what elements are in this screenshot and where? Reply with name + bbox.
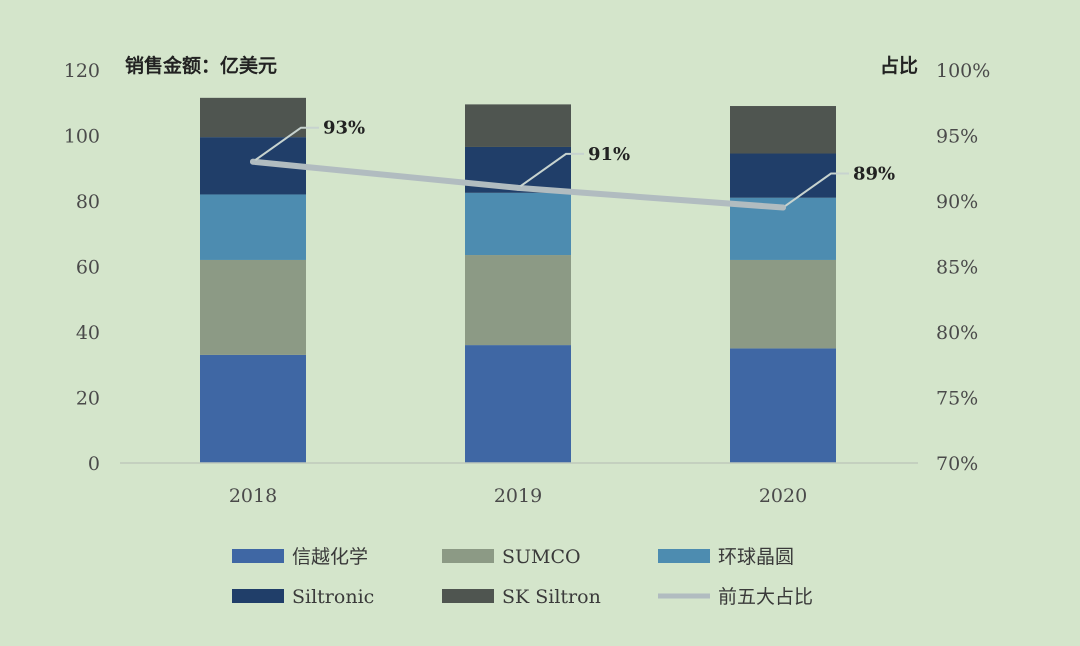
y2-tick-label: 80% [936,322,978,344]
y2-tick-label: 95% [936,126,978,148]
y-tick-label: 40 [76,322,100,344]
share-point [780,204,786,211]
legend: 信越化学 SUMCO 环球晶圆 Siltronic SK Siltron 前五大占比 [232,546,813,608]
share-value-label: 91% [588,144,630,165]
legend-swatch [232,589,284,603]
legend-label: SK Siltron [502,586,601,608]
x-tick-label: 2020 [759,485,807,507]
y2-axis-ticks: 70% 75% 80% 85% 90% 95% 100% [936,60,990,475]
bar-2019-series-0 [465,345,571,463]
bar-2018-series-1 [200,259,306,355]
bars-group [200,97,836,463]
bar-2019-series-4 [465,104,571,147]
y-tick-label: 100 [64,126,100,148]
y2-tick-label: 100% [936,60,990,82]
x-axis-ticks: 2018 2019 2020 [229,485,807,507]
share-leader-line [782,172,849,209]
bar-2018-series-2 [200,194,306,260]
y2-tick-label: 75% [936,388,978,410]
y-tick-label: 80 [76,191,100,213]
share-point [250,158,256,165]
share-leader-line [252,126,319,163]
y-tick-label: 60 [76,257,100,279]
bar-2018-series-0 [200,354,306,463]
right-axis-title: 占比 [880,54,918,77]
y-tick-label: 120 [64,60,100,82]
legend-label: Siltronic [292,586,374,608]
share-leader-line [517,152,584,189]
share-value-label: 89% [853,164,895,185]
y-axis-ticks: 0 20 40 60 80 100 120 [64,60,100,475]
x-tick-label: 2019 [494,485,542,507]
share-point [515,184,521,191]
bar-2019-series-2 [465,192,571,256]
legend-label: 环球晶圆 [718,546,794,568]
legend-label: SUMCO [502,546,581,568]
legend-swatch [442,549,494,563]
share-line-layer: 93% 91% 89% [250,118,895,211]
bar-2020-series-0 [730,348,836,463]
y-tick-label: 0 [88,453,100,475]
legend-swatch [658,549,710,563]
bar-2020-series-1 [730,259,836,349]
bar-2020-series-4 [730,106,836,154]
legend-label: 前五大占比 [718,586,813,608]
share-value-label: 93% [323,118,365,139]
legend-swatch [442,589,494,603]
y2-tick-label: 70% [936,453,978,475]
bar-2020-series-3 [730,153,836,198]
y2-tick-label: 90% [936,191,978,213]
x-tick-label: 2018 [229,485,277,507]
legend-swatch [232,549,284,563]
y-tick-label: 20 [76,388,100,410]
y2-tick-label: 85% [936,257,978,279]
left-axis-title: 销售金额：亿美元 [125,54,277,77]
legend-label: 信越化学 [292,546,368,568]
bar-2018-series-4 [200,97,306,138]
bar-2019-series-1 [465,255,571,346]
